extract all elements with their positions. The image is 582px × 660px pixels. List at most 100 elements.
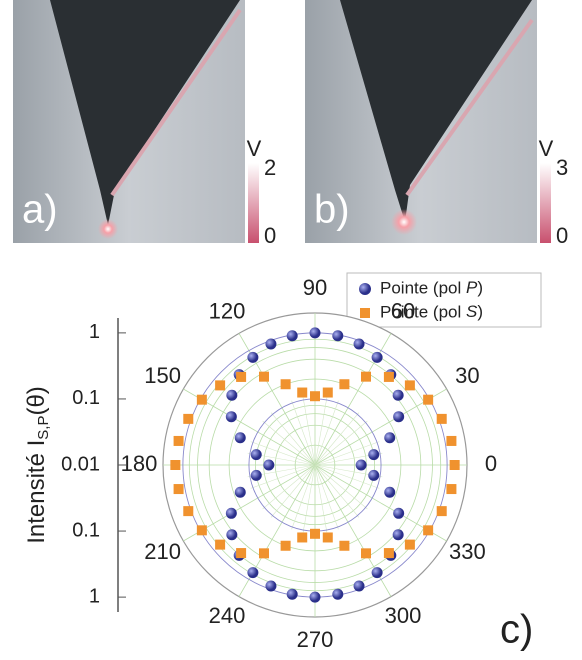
y-tick-label: 0.1 [72, 519, 100, 541]
y-axis-label: Intensité IS,P(θ) [23, 386, 52, 544]
point [368, 469, 380, 481]
colorbar-tick-label: 2 [264, 155, 276, 180]
point [215, 380, 226, 391]
point [339, 540, 350, 551]
colorbar-label: V [539, 136, 554, 161]
legend-marker [360, 308, 370, 318]
angle-minor [270, 464, 316, 518]
point [423, 525, 434, 536]
angle-minor [291, 400, 316, 466]
legend-label-italic: S [466, 302, 478, 321]
legend-label-end: ) [477, 278, 483, 297]
point [286, 330, 298, 342]
angle-label: 30 [455, 363, 479, 388]
angle-label: 330 [449, 539, 486, 564]
point [384, 432, 396, 444]
angle-label: 210 [144, 539, 181, 564]
point [436, 413, 447, 424]
point [322, 387, 333, 398]
point [309, 327, 321, 339]
point [173, 484, 184, 495]
legend-marker [359, 283, 371, 295]
angle-label: 270 [297, 627, 334, 652]
point [360, 548, 371, 559]
legend-label: Pointe (pol S) [380, 302, 483, 321]
point [332, 330, 344, 342]
y-tick-label: 0.1 [72, 387, 100, 409]
point [297, 387, 308, 398]
point [280, 379, 291, 390]
angle-minor [250, 464, 316, 489]
angle-minor [314, 464, 380, 489]
point [368, 449, 380, 461]
angle-label: 150 [144, 363, 181, 388]
legend-label-italic: P [466, 278, 478, 297]
point [404, 539, 415, 550]
angle-minor [314, 412, 360, 466]
point [371, 567, 383, 579]
panel-label: a) [22, 188, 58, 232]
point [360, 371, 371, 382]
image-a [13, 0, 245, 243]
legend-label: Pointe (pol P) [380, 278, 483, 297]
point [247, 567, 259, 579]
angle-minor [302, 464, 316, 533]
angle-minor [262, 464, 316, 510]
angle-label: 300 [385, 603, 422, 628]
point [226, 529, 238, 541]
point [371, 351, 383, 363]
point [265, 338, 277, 350]
point [355, 459, 367, 471]
point [236, 371, 247, 382]
point [215, 539, 226, 550]
legend-label-end: ) [477, 302, 483, 321]
point [449, 460, 460, 470]
point [392, 529, 404, 541]
point [234, 486, 246, 498]
point [309, 591, 321, 603]
y-tick-label: 1 [89, 585, 100, 607]
angle-label: 240 [209, 603, 246, 628]
point [322, 532, 333, 543]
angle-minor [314, 420, 368, 466]
colorbar [540, 163, 551, 243]
point [225, 411, 237, 423]
point [236, 548, 247, 559]
angle-minor [314, 397, 328, 466]
point [353, 338, 365, 350]
point [310, 528, 320, 539]
point [446, 484, 457, 495]
point [250, 449, 262, 461]
point [310, 391, 320, 402]
angle-minor [250, 441, 316, 466]
point [404, 380, 415, 391]
legend [346, 272, 542, 328]
colorbar [248, 163, 259, 243]
point [250, 469, 262, 481]
point [263, 459, 275, 471]
point [353, 580, 365, 592]
point [286, 588, 298, 600]
point [196, 394, 207, 405]
point [393, 507, 405, 519]
angle-minor [302, 397, 316, 466]
y-tick-label: 1 [89, 321, 100, 343]
point [383, 371, 394, 382]
angle-minor [314, 464, 339, 530]
point [392, 389, 404, 401]
angle-minor [314, 464, 328, 533]
y-tick-label: 0.01 [61, 453, 100, 475]
polar-grid [162, 312, 468, 618]
colorbar-tick-label: 0 [556, 223, 568, 248]
point [225, 507, 237, 519]
colorbar-label: V [247, 136, 262, 161]
point [183, 413, 194, 424]
angle-minor [291, 464, 316, 530]
point [265, 580, 277, 592]
point [226, 389, 238, 401]
point [446, 435, 457, 446]
point [384, 486, 396, 498]
point [383, 548, 394, 559]
angle-minor [314, 400, 339, 466]
